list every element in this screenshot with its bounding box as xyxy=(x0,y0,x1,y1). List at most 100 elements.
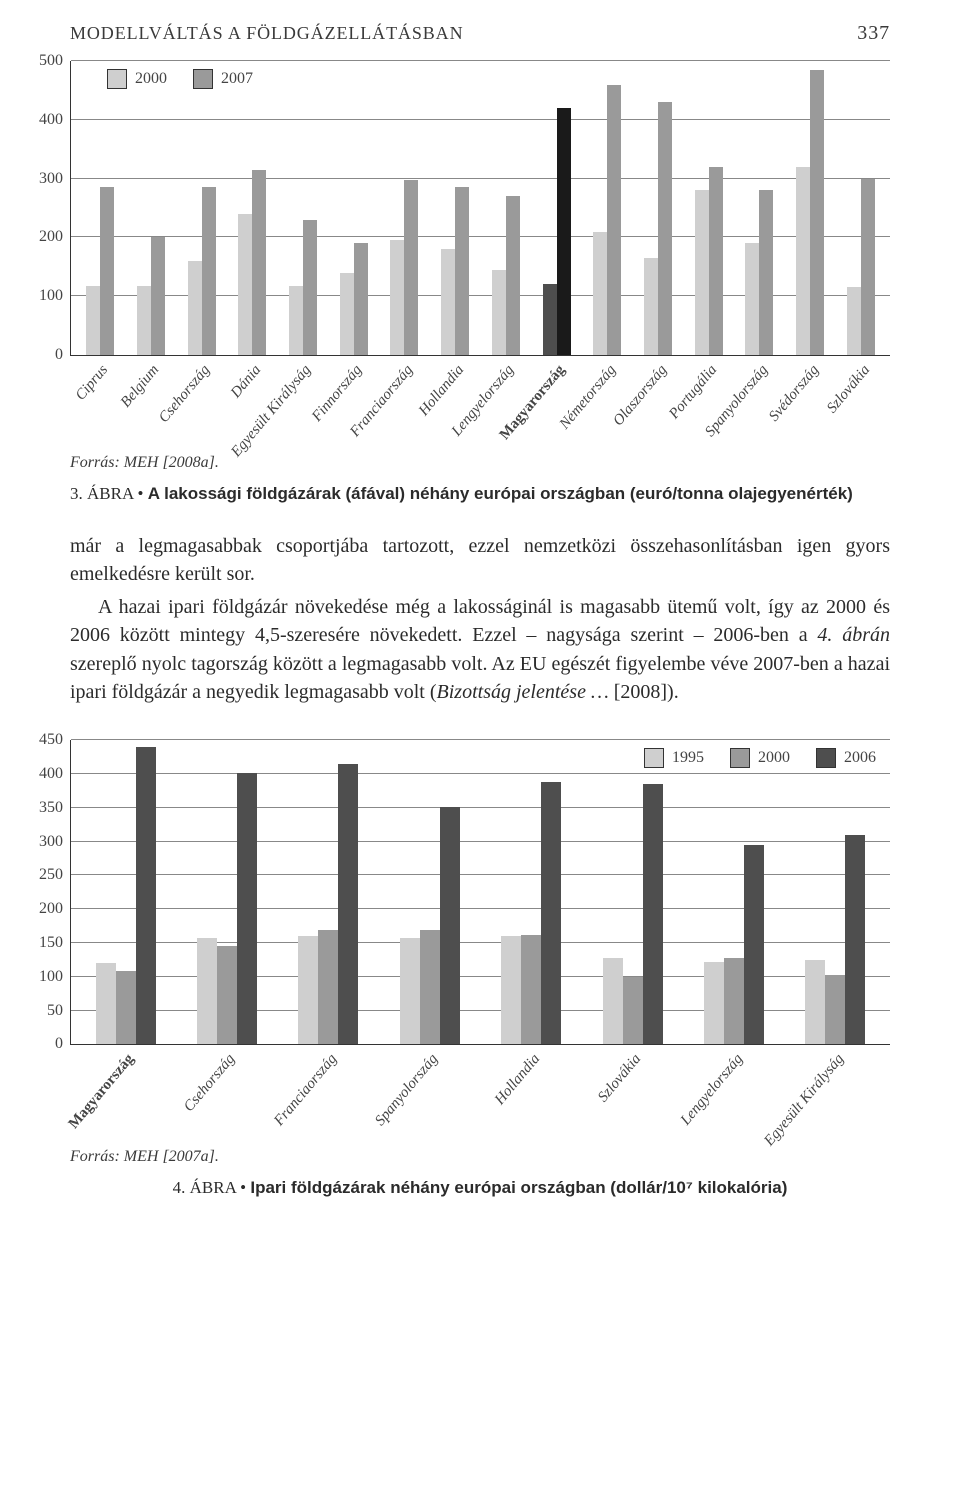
x-label: Spanyolország xyxy=(379,1045,481,1160)
bar-group xyxy=(481,61,532,355)
bar xyxy=(603,958,623,1044)
bar-group xyxy=(683,740,784,1044)
x-label: Egyesült Királyság xyxy=(785,1045,887,1160)
bar xyxy=(506,196,520,355)
body-text: már a legmagasabbak csoportjába tartozot… xyxy=(70,532,890,706)
bar xyxy=(354,243,368,355)
chart-2-xlabels: MagyarországCsehországFranciaországSpany… xyxy=(70,1045,890,1160)
bar xyxy=(238,214,252,355)
ytick: 350 xyxy=(39,799,71,817)
ytick: 500 xyxy=(39,52,71,70)
chart-1-xlabels: CiprusBelgiumCsehországDániaEgyesült Kir… xyxy=(70,356,890,466)
chart-1-caption-lead: 3. ÁBRA • xyxy=(70,484,148,503)
bar xyxy=(541,782,561,1044)
bar-group xyxy=(734,61,785,355)
x-label: Ciprus xyxy=(74,356,125,466)
bar-group xyxy=(379,740,480,1044)
chart-2-caption: 4. ÁBRA • Ipari földgázárak néhány európ… xyxy=(70,1178,890,1198)
bar xyxy=(745,243,759,355)
chart-1: 20002007 0100200300400500 CiprusBelgiumC… xyxy=(70,61,890,504)
bar-group xyxy=(633,61,684,355)
bar-group xyxy=(126,61,177,355)
bar xyxy=(492,270,506,355)
bar xyxy=(136,747,156,1044)
bar xyxy=(340,273,354,355)
ytick: 0 xyxy=(55,346,71,364)
bar-group xyxy=(227,61,278,355)
bar-group xyxy=(278,740,379,1044)
bar-group xyxy=(176,61,227,355)
ytick: 200 xyxy=(39,900,71,918)
chart-2: 199520002006 050100150200250300350400450… xyxy=(70,740,890,1198)
bar-group xyxy=(785,740,886,1044)
chart-1-caption: 3. ÁBRA • A lakossági földgázárak (áfáva… xyxy=(70,484,890,504)
bar-group xyxy=(379,61,430,355)
bar xyxy=(695,190,709,355)
ytick: 400 xyxy=(39,111,71,129)
bar xyxy=(704,962,724,1044)
bar xyxy=(400,938,420,1045)
ytick: 100 xyxy=(39,968,71,986)
x-label: Magyarország xyxy=(74,1045,176,1160)
x-label: Svédország xyxy=(785,356,836,466)
bar-group xyxy=(328,61,379,355)
bar xyxy=(151,237,165,355)
bar xyxy=(644,258,658,355)
bar xyxy=(420,930,440,1045)
bar-group xyxy=(75,740,176,1044)
chart-2-caption-lead: 4. ÁBRA • xyxy=(173,1178,251,1197)
bar xyxy=(623,977,643,1045)
x-label: Franciaország xyxy=(277,1045,379,1160)
bar-group xyxy=(582,61,633,355)
bar xyxy=(137,286,151,355)
ytick: 0 xyxy=(55,1035,71,1053)
bar-group xyxy=(430,61,481,355)
x-label: Csehország xyxy=(176,1045,278,1160)
bar-group xyxy=(683,61,734,355)
bar xyxy=(217,946,237,1044)
bar xyxy=(847,287,861,355)
bar xyxy=(796,167,810,355)
ytick: 50 xyxy=(47,1002,71,1020)
bar xyxy=(521,935,541,1044)
bar xyxy=(543,284,557,355)
ytick: 450 xyxy=(39,731,71,749)
bar xyxy=(96,963,116,1044)
bar xyxy=(202,187,216,355)
bar xyxy=(298,936,318,1044)
bar xyxy=(810,70,824,355)
bar-group xyxy=(835,61,886,355)
bar xyxy=(338,764,358,1044)
ytick: 200 xyxy=(39,228,71,246)
bar xyxy=(593,232,607,355)
bar-group xyxy=(278,61,329,355)
bar xyxy=(289,286,303,355)
bar xyxy=(759,190,773,355)
x-label: Hollandia xyxy=(480,1045,582,1160)
bar xyxy=(658,102,672,355)
chart-1-caption-title: A lakossági földgázárak (áfával) néhány … xyxy=(148,484,853,503)
bar-group xyxy=(176,740,277,1044)
ytick: 150 xyxy=(39,934,71,952)
bar-group xyxy=(582,740,683,1044)
bar xyxy=(744,845,764,1044)
bar xyxy=(557,108,571,355)
bar xyxy=(805,960,825,1044)
bar-group xyxy=(75,61,126,355)
bar xyxy=(303,220,317,355)
bar-group xyxy=(531,61,582,355)
chart-2-caption-title: Ipari földgázárak néhány európai országb… xyxy=(250,1178,787,1197)
bar xyxy=(441,249,455,355)
chart-1-plot: 20002007 0100200300400500 xyxy=(70,61,890,356)
bar xyxy=(237,773,257,1045)
page-number: 337 xyxy=(857,22,890,45)
bar xyxy=(390,240,404,355)
bar-group xyxy=(481,740,582,1044)
bar xyxy=(501,936,521,1044)
running-title: MODELLVÁLTÁS A FÖLDGÁZELLÁTÁSBAN xyxy=(70,23,463,44)
x-label: Szlovákia xyxy=(582,1045,684,1160)
bar xyxy=(318,930,338,1045)
bar xyxy=(825,975,845,1044)
bar xyxy=(709,167,723,355)
bar xyxy=(607,85,621,355)
